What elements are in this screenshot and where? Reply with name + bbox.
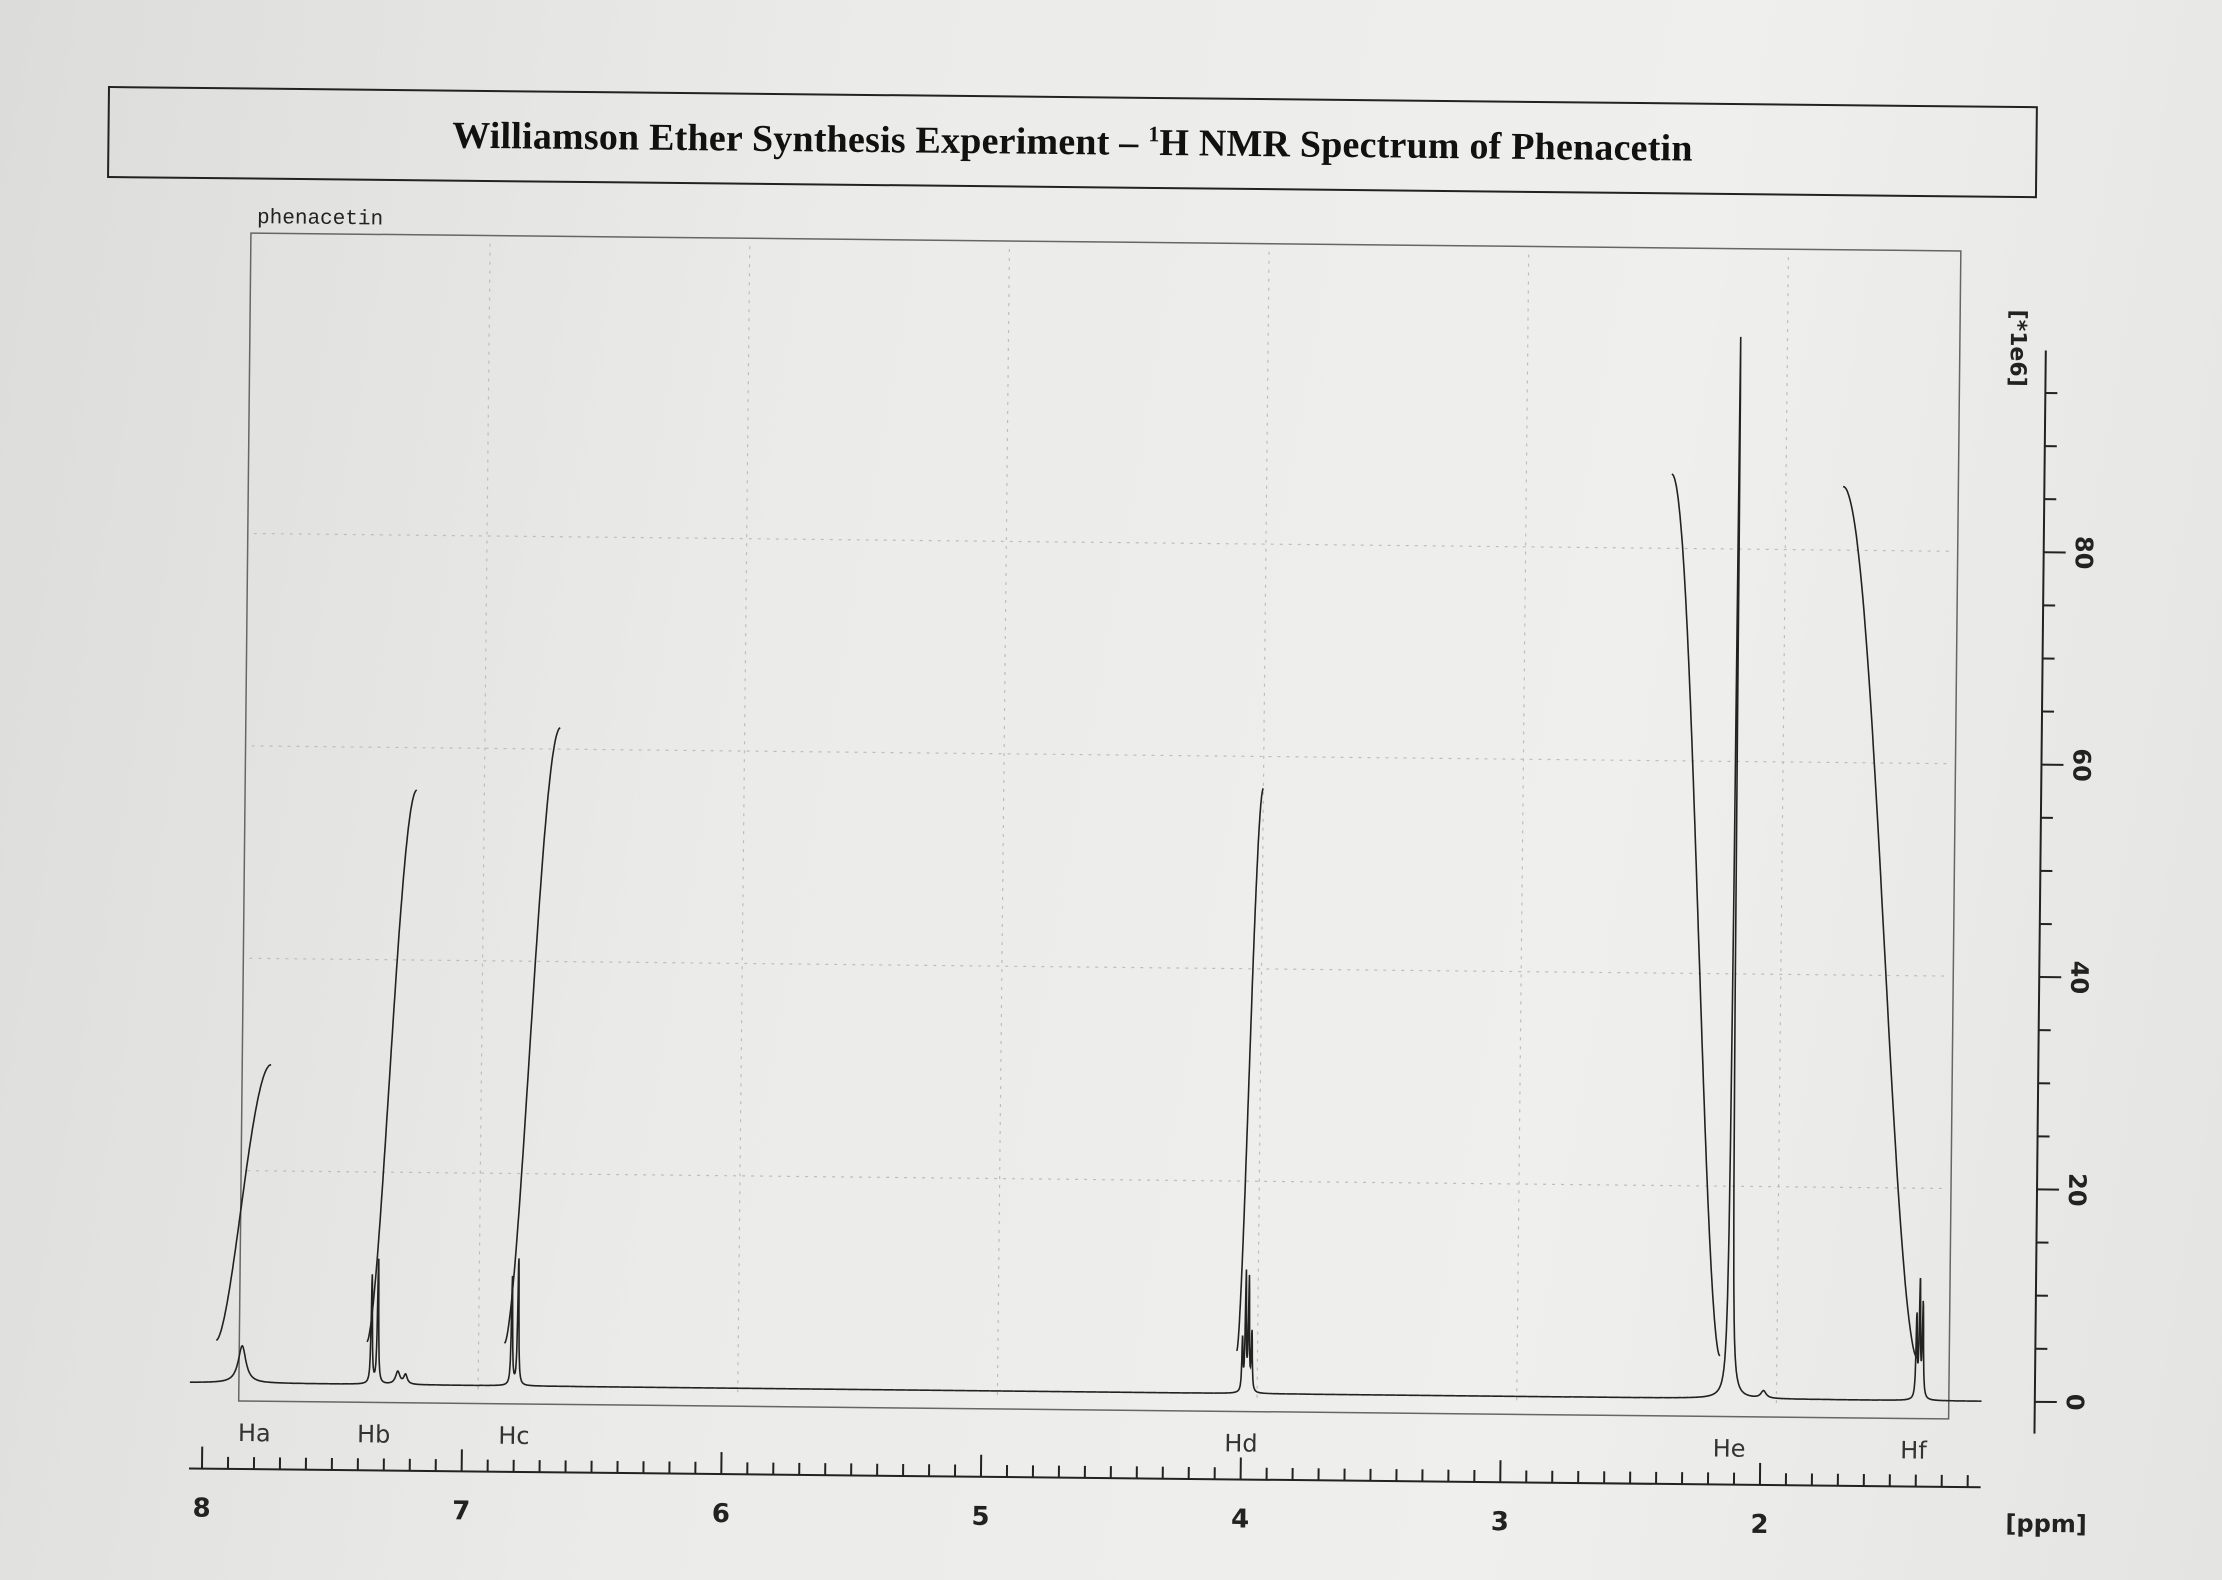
x-tick-label: 5 bbox=[971, 1502, 989, 1532]
integral-curve bbox=[503, 727, 561, 1344]
peak-label: Hd bbox=[1224, 1429, 1258, 1457]
grid-line-y bbox=[253, 532, 1954, 552]
peak-label: Hf bbox=[1900, 1436, 1927, 1464]
grid-line-y bbox=[251, 745, 1952, 765]
integral-curve bbox=[1671, 473, 1721, 1357]
y-tick-label: 80 bbox=[2070, 536, 2098, 570]
integral-curves bbox=[215, 473, 1918, 1359]
grid-line-x bbox=[477, 243, 491, 1394]
spectrum-line bbox=[189, 336, 1982, 1402]
integral-curve bbox=[215, 1063, 272, 1341]
y-axis-line bbox=[2033, 350, 2047, 1434]
x-tick-label: 2 bbox=[1750, 1510, 1768, 1540]
integral-curve bbox=[1842, 485, 1918, 1359]
y-axis: 0 20 40 60 80 bbox=[2033, 350, 2098, 1434]
x-tick-label: 6 bbox=[712, 1499, 730, 1529]
peak-label: Hc bbox=[498, 1422, 530, 1450]
x-tick-label: 7 bbox=[452, 1496, 470, 1526]
x-axis-label: [ppm] bbox=[2005, 1510, 2087, 1539]
y-tick-label: 40 bbox=[2065, 961, 2093, 995]
grid-line-y bbox=[247, 1170, 1948, 1190]
y-tick-label: 60 bbox=[2067, 748, 2095, 782]
grid-line-x bbox=[996, 249, 1010, 1399]
plot-label: phenacetin bbox=[257, 207, 383, 231]
peak-labels: Ha Hb Hc Hd He Hf bbox=[238, 1419, 1928, 1465]
y-tick-label: 0 bbox=[2061, 1394, 2089, 1411]
spectrum-trace bbox=[189, 336, 1982, 1402]
plot-frame bbox=[237, 232, 1962, 1420]
grid-line-x bbox=[737, 246, 751, 1397]
grid-line-x bbox=[1516, 254, 1530, 1405]
integral-curve bbox=[366, 789, 418, 1343]
peak-label: Ha bbox=[238, 1419, 271, 1447]
x-tick-label: 8 bbox=[192, 1494, 210, 1524]
x-axis: 8 7 6 5 4 3 2 bbox=[189, 1446, 1981, 1540]
grid-line-x bbox=[1256, 251, 1270, 1402]
peak-label: He bbox=[1713, 1434, 1746, 1462]
peak-label: Hb bbox=[357, 1420, 391, 1448]
grid-line-x bbox=[1775, 257, 1789, 1408]
x-tick-label: 3 bbox=[1491, 1507, 1509, 1537]
integral-curve bbox=[1236, 787, 1264, 1352]
y-tick-label: 20 bbox=[2063, 1173, 2091, 1207]
y-axis-label: [*1e6] bbox=[2004, 309, 2030, 386]
grid-line-y bbox=[249, 957, 1950, 977]
grid bbox=[247, 243, 1954, 1408]
x-tick-label: 4 bbox=[1231, 1504, 1249, 1534]
